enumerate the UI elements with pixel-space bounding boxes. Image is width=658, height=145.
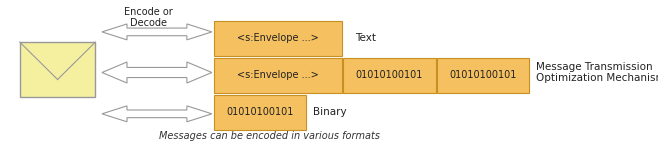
Text: <s:Envelope ...>: <s:Envelope ...>: [237, 70, 319, 80]
FancyBboxPatch shape: [20, 42, 95, 97]
FancyBboxPatch shape: [214, 58, 342, 93]
Polygon shape: [102, 106, 212, 122]
Text: 01010100101: 01010100101: [449, 70, 517, 80]
Polygon shape: [102, 62, 212, 83]
Text: Message Transmission
Optimization Mechanism (MTOM): Message Transmission Optimization Mechan…: [536, 62, 658, 83]
FancyBboxPatch shape: [214, 21, 342, 56]
FancyBboxPatch shape: [214, 95, 306, 130]
Text: Binary: Binary: [313, 107, 346, 117]
FancyBboxPatch shape: [437, 58, 529, 93]
Polygon shape: [102, 24, 212, 40]
Text: Text: Text: [355, 33, 376, 43]
Text: 01010100101: 01010100101: [356, 70, 423, 80]
FancyBboxPatch shape: [343, 58, 436, 93]
Text: <s:Envelope ...>: <s:Envelope ...>: [237, 33, 319, 43]
Text: Encode or
Decode: Encode or Decode: [124, 7, 172, 28]
Text: 01010100101: 01010100101: [226, 107, 293, 117]
Text: Messages can be encoded in various formats: Messages can be encoded in various forma…: [159, 131, 380, 141]
